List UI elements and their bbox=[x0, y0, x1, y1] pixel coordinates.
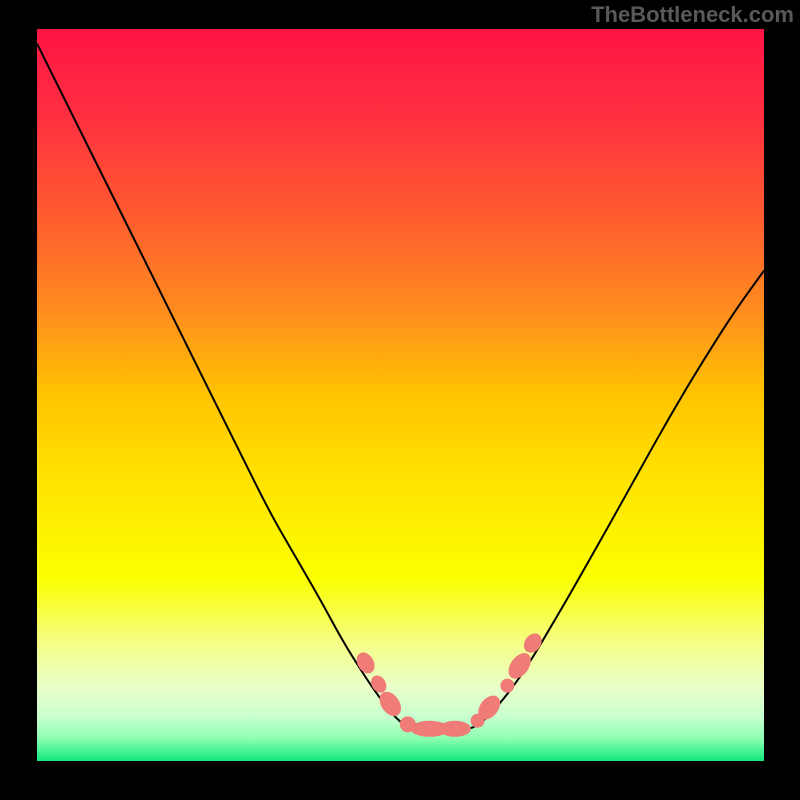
valley-marker bbox=[498, 676, 518, 696]
valley-marker bbox=[439, 721, 471, 737]
valley-markers bbox=[353, 630, 545, 737]
plot-svg bbox=[37, 29, 764, 761]
plot-area bbox=[37, 29, 764, 761]
chart-frame: TheBottleneck.com bbox=[0, 0, 800, 800]
bottleneck-curve bbox=[37, 44, 764, 732]
attribution-label: TheBottleneck.com bbox=[591, 2, 794, 28]
